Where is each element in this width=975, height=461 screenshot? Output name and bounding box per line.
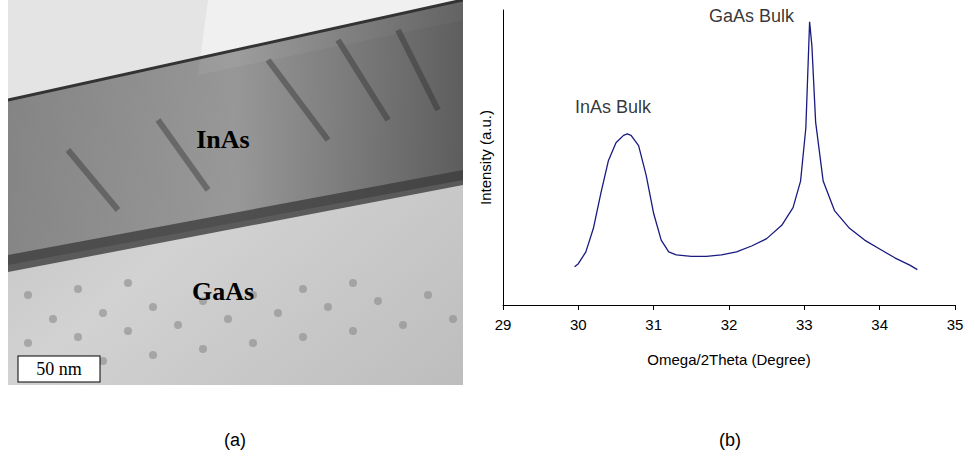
svg-text:29: 29 xyxy=(495,316,512,333)
svg-text:34: 34 xyxy=(871,316,888,333)
svg-text:30: 30 xyxy=(570,316,587,333)
svg-text:InAs: InAs xyxy=(196,125,249,154)
html-text:(b): (b) xyxy=(719,430,741,450)
svg-text:GaAs: GaAs xyxy=(192,277,254,306)
svg-text:50 nm: 50 nm xyxy=(36,359,82,379)
svg-text:35: 35 xyxy=(947,316,964,333)
svg-text:Intensity (a.u.): Intensity (a.u.) xyxy=(477,110,494,205)
svg-text:31: 31 xyxy=(645,316,662,333)
svg-text:32: 32 xyxy=(721,316,738,333)
html-text:(a): (a) xyxy=(224,430,246,450)
svg-text:InAs Bulk: InAs Bulk xyxy=(575,97,652,117)
svg-text:GaAs Bulk: GaAs Bulk xyxy=(709,6,795,26)
svg-text:33: 33 xyxy=(796,316,813,333)
svg-text:Omega/2Theta (Degree): Omega/2Theta (Degree) xyxy=(647,351,810,368)
